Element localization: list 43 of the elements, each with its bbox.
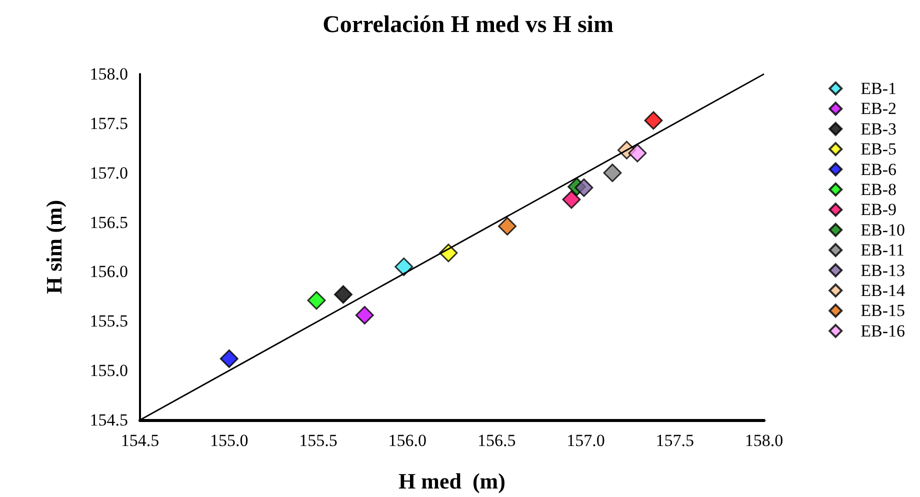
legend-label: EB-5: [860, 140, 897, 159]
x-tick-label: 155.0: [210, 431, 248, 450]
point: [355, 306, 374, 324]
point: [307, 291, 326, 310]
x-axis-title: H med (m): [398, 468, 506, 494]
legend-label: EB-13: [860, 260, 906, 280]
y-tick-label: 158.0: [90, 64, 128, 84]
point: [220, 349, 238, 368]
legend-label: EB-9: [860, 200, 897, 220]
legend-label: EB-8: [860, 180, 897, 199]
legend-label: EB-14: [860, 281, 906, 300]
legend-label: EB-6: [860, 160, 897, 179]
x-tick-label: 155.5: [299, 431, 338, 450]
legend-label: EB-10: [860, 220, 906, 240]
x-tick-label: 156.0: [388, 431, 427, 450]
point: [562, 190, 581, 209]
y-tick-label: 157.5: [90, 114, 128, 133]
legend-label: EB-15: [860, 301, 906, 320]
point: [644, 111, 663, 130]
legend-label: EB-3: [860, 119, 897, 138]
point: [498, 216, 517, 236]
x-tick-label: 157.5: [656, 431, 694, 450]
legend-label: EB-11: [860, 240, 904, 260]
y-tick-label: 154.5: [90, 410, 128, 430]
point: [628, 144, 647, 162]
point: [334, 285, 352, 304]
point: [603, 164, 622, 182]
legend-label: EB-1: [860, 79, 897, 98]
chart-title: Correlación H med vs H sim: [322, 12, 614, 38]
legend-label: EB-2: [860, 99, 897, 118]
y-tick-label: 156.5: [90, 212, 128, 232]
y-axis-title: H sim (m): [42, 200, 66, 294]
y-tick-label: 156.0: [90, 262, 128, 282]
y-tick-label: 157.0: [90, 163, 128, 182]
x-tick-label: 156.5: [477, 431, 516, 450]
x-tick-label: 154.5: [120, 431, 160, 450]
point: [574, 178, 594, 197]
y-tick-label: 155.5: [90, 312, 128, 331]
y-tick-label: 155.0: [90, 361, 128, 380]
x-tick-label: 157.0: [566, 431, 605, 450]
legend-label: EB-16: [860, 321, 906, 340]
point: [394, 258, 414, 276]
x-tick-label: 158.0: [744, 431, 784, 450]
